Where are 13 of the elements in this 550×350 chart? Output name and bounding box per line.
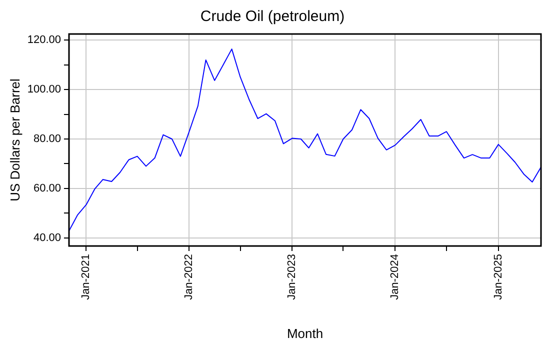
y-tick-label: 100.00 [27,84,61,96]
y-axis-title: US Dollars per Barrel [7,78,22,202]
chart-title: Crude Oil (petroleum) [200,8,345,26]
x-tick-label: Jan-2023 [286,254,298,300]
y-tick-label: 120.00 [27,34,61,46]
x-tick-label: Jan-2025 [492,254,504,300]
x-tick-label: Jan-2022 [183,254,196,300]
x-axis-title: Month [286,326,324,341]
y-tick-label: 80.00 [33,133,61,146]
y-tick-label: 40.00 [33,232,61,244]
y-tick-label: 60.00 [33,182,61,194]
x-tick-label: Jan-2024 [389,254,402,300]
x-tick-label: Jan-2021 [80,254,92,300]
